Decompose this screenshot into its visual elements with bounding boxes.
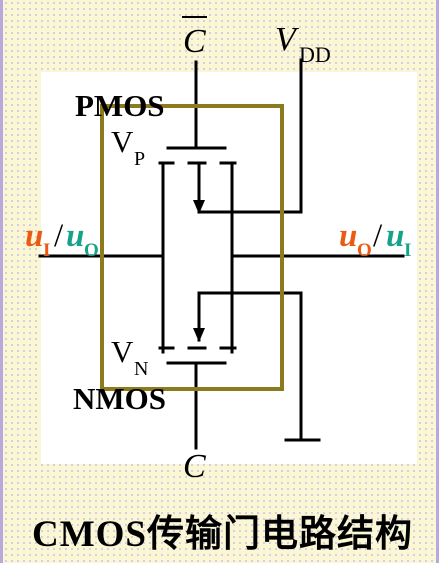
left-slash: / [54, 218, 64, 254]
vn-label: V [111, 334, 134, 369]
vn-subscript: N [134, 358, 148, 380]
vdd-subscript: DD [299, 42, 331, 67]
vp-label: V [111, 124, 134, 159]
left-u1-subscript: I [43, 240, 50, 261]
pmos-body-arrow [193, 200, 205, 214]
vp-subscript: P [134, 148, 145, 170]
pmos-label: PMOS [75, 88, 165, 123]
gate-outline-box [100, 104, 284, 391]
right-u1-label: u [339, 218, 357, 254]
right-u2-label: u [386, 218, 404, 254]
diagram-caption: CMOS传输门电路结构 [32, 514, 413, 555]
vdd-label: V [275, 21, 300, 58]
right-u2-subscript: I [404, 240, 411, 261]
left-u2-label: u [66, 218, 84, 254]
nmos-label: NMOS [73, 381, 166, 416]
right-slash: / [373, 218, 383, 254]
c-bar-label: C [183, 23, 206, 60]
c-label: C [183, 448, 206, 485]
left-u1-label: u [25, 218, 43, 254]
cmos-transmission-gate-diagram: C V DD PMOS V P u I / u O u O / u I V N … [25, 16, 411, 485]
left-u2-subscript: O [84, 240, 99, 261]
nmos-body-arrow [193, 328, 205, 342]
right-u1-subscript: O [357, 240, 372, 261]
